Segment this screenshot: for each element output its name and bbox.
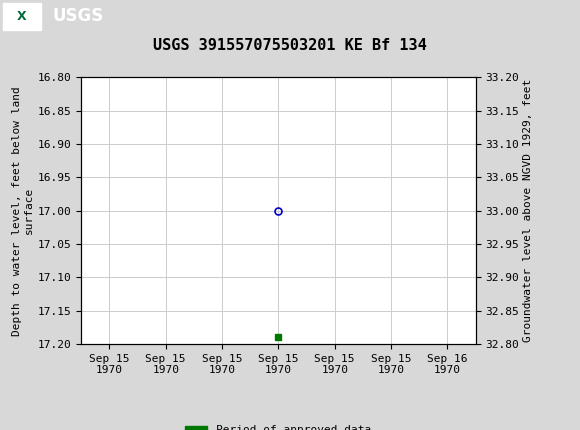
Text: X: X <box>17 9 27 23</box>
Text: USGS: USGS <box>52 7 103 25</box>
Y-axis label: Depth to water level, feet below land
surface: Depth to water level, feet below land su… <box>12 86 34 335</box>
Y-axis label: Groundwater level above NGVD 1929, feet: Groundwater level above NGVD 1929, feet <box>523 79 533 342</box>
Text: USGS 391557075503201 KE Bf 134: USGS 391557075503201 KE Bf 134 <box>153 38 427 52</box>
Bar <box>3 3 41 30</box>
Legend: Period of approved data: Period of approved data <box>181 421 376 430</box>
